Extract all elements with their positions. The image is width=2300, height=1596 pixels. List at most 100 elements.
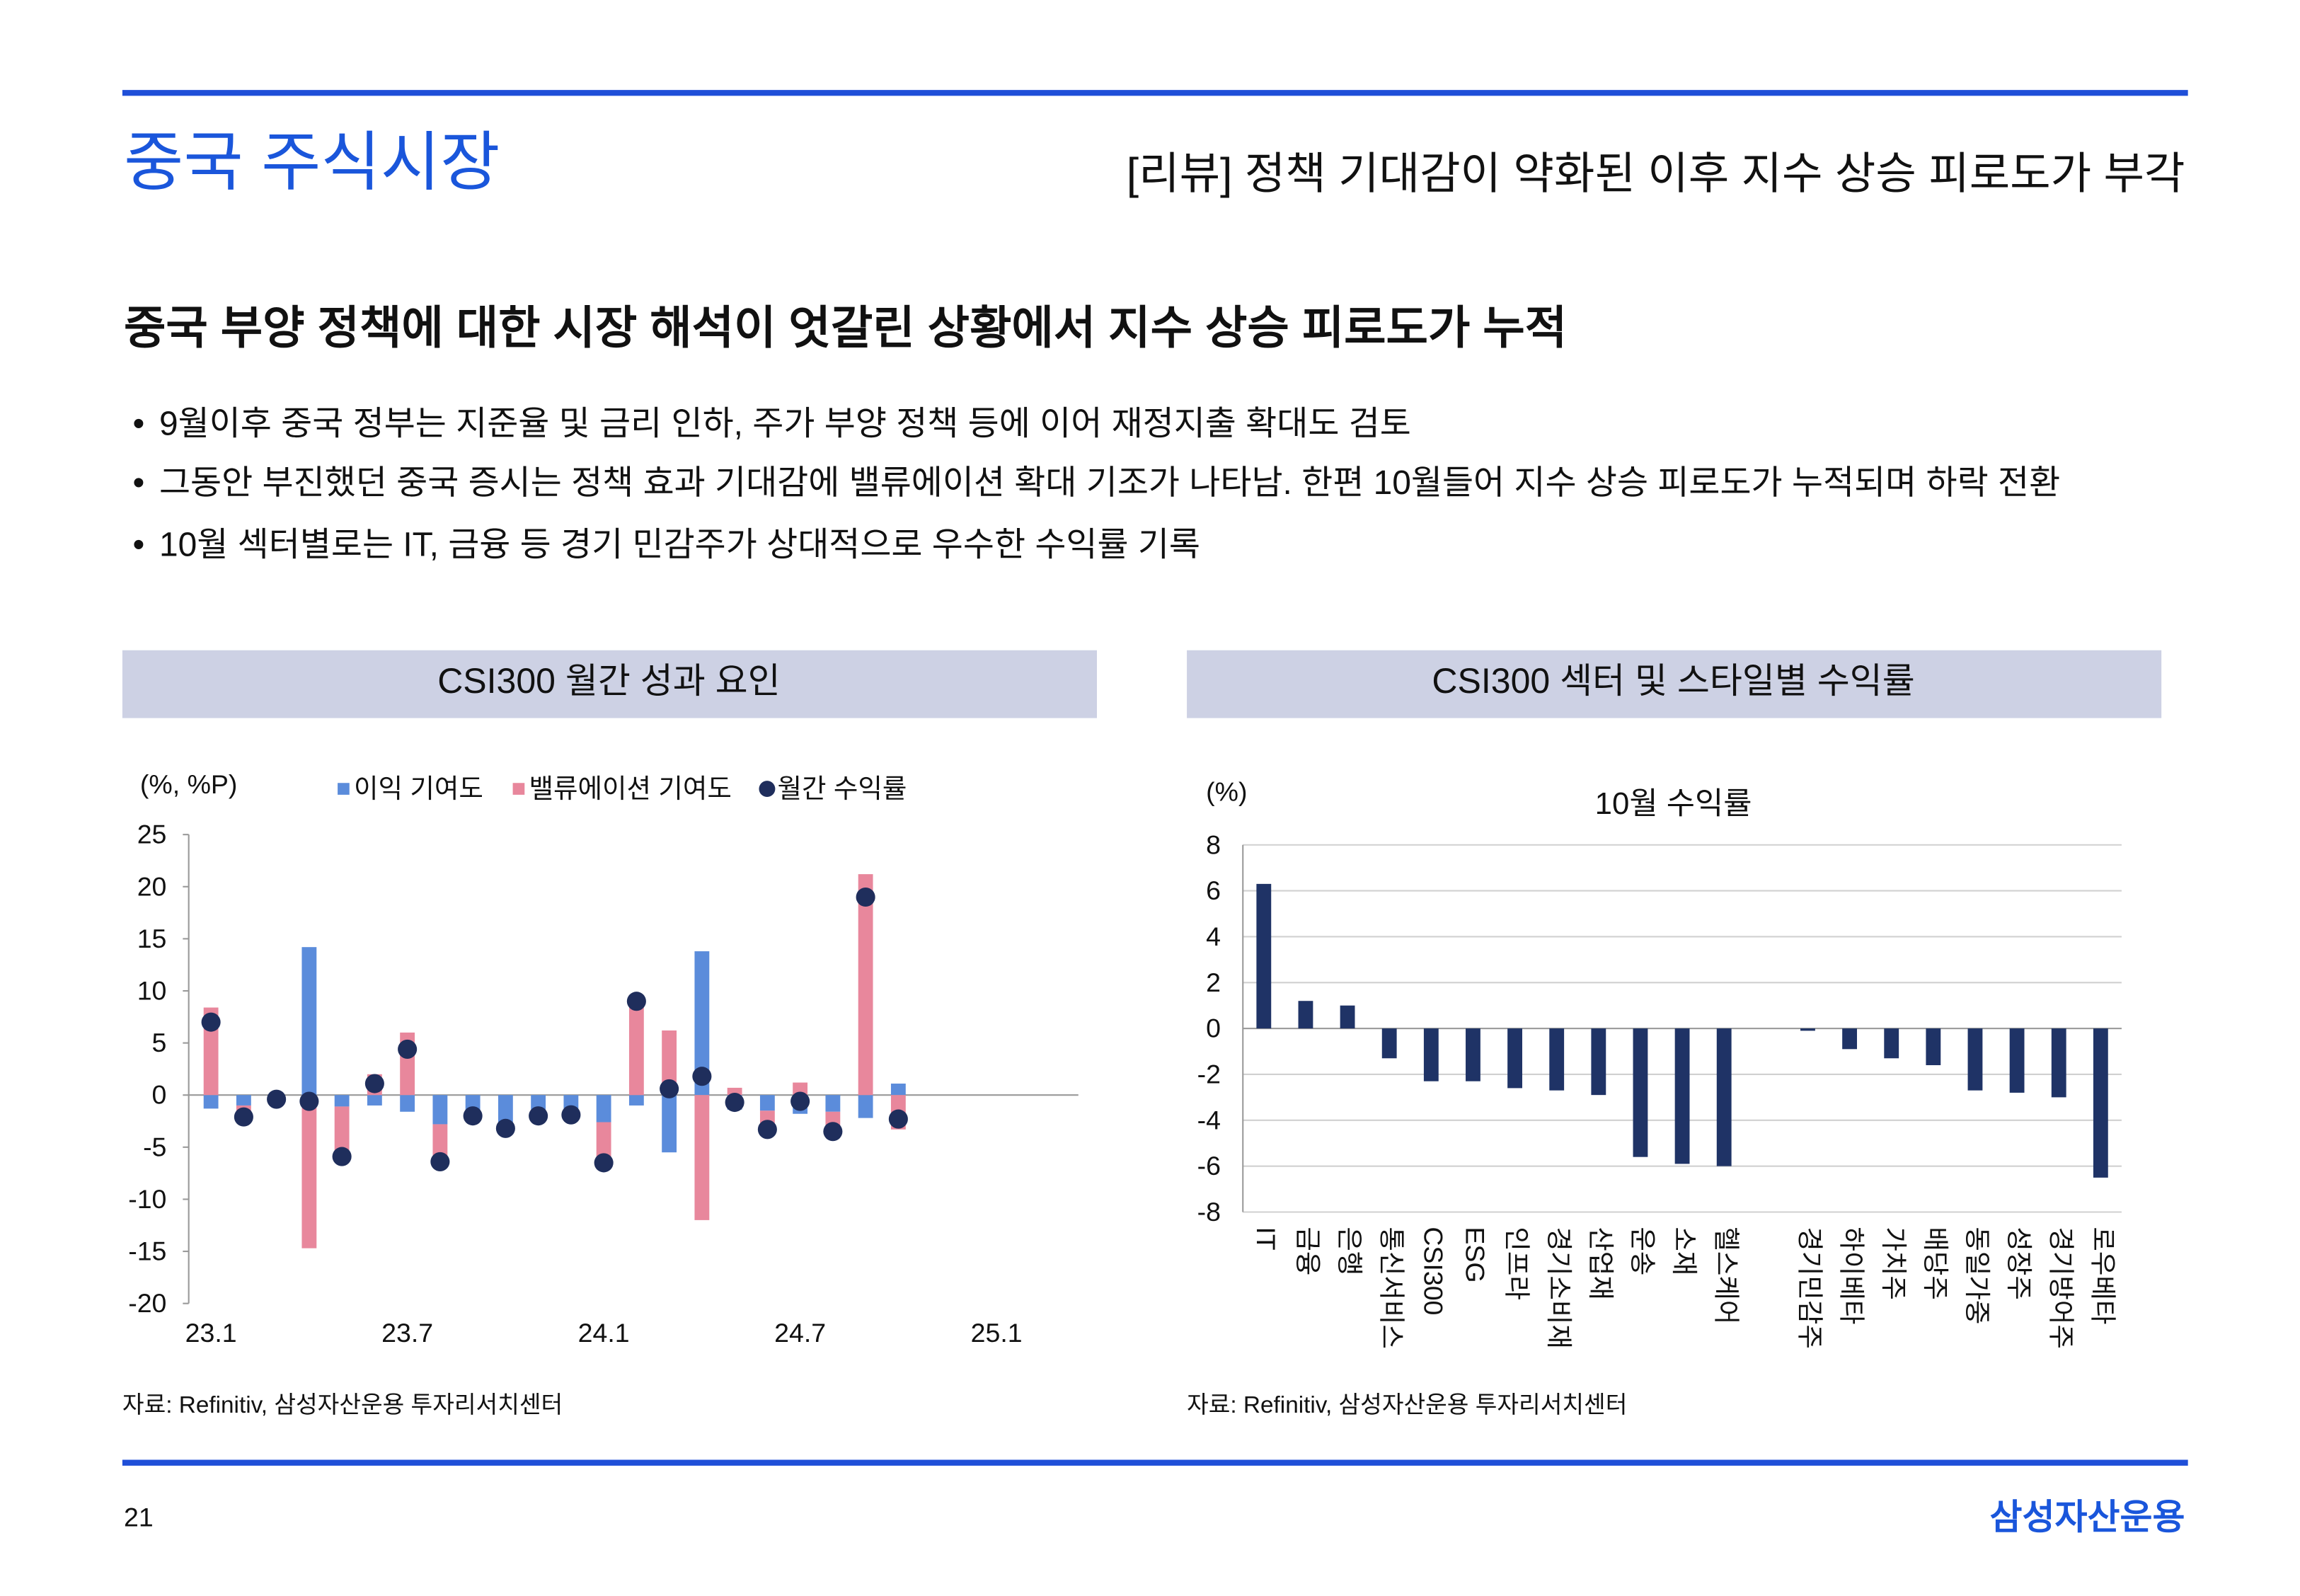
page-number: 21: [124, 1502, 154, 1532]
dot: [594, 1153, 614, 1173]
x-tick-label: 가치주: [1879, 1227, 1909, 1300]
legend-marker: [759, 781, 776, 798]
bar: [1256, 883, 1272, 1029]
bar: [400, 1095, 415, 1112]
y-tick-label: 20: [137, 871, 167, 901]
dot: [332, 1147, 352, 1166]
dot: [299, 1091, 319, 1111]
bar: [727, 1087, 742, 1096]
bar: [858, 1095, 873, 1118]
x-tick-label: 경기방어주: [2046, 1227, 2076, 1349]
dot: [823, 1122, 843, 1142]
bar: [628, 994, 644, 1096]
bar: [793, 1082, 808, 1096]
bar: [1381, 1028, 1397, 1059]
legend-label: 월간 수익률: [778, 774, 907, 803]
legend-label: 이익 기여도: [354, 774, 483, 803]
y-axis-label: (%): [1206, 776, 1247, 806]
x-tick-label: CSI300: [1418, 1227, 1448, 1315]
bar: [628, 1095, 644, 1106]
bullet-dot: •: [133, 406, 145, 443]
x-tick-label: 하이베타: [1837, 1227, 1867, 1324]
bar: [858, 874, 873, 1096]
bullet-dot: •: [133, 464, 145, 502]
bar: [596, 1095, 611, 1123]
bullet-dot: •: [133, 526, 145, 563]
brand: 삼성자산운용: [1990, 1497, 2185, 1537]
bar: [1716, 1028, 1732, 1166]
dot: [364, 1074, 384, 1093]
bar: [1800, 1028, 1815, 1031]
x-tick-label: 배당주: [1921, 1227, 1950, 1300]
dot: [757, 1120, 777, 1139]
dot: [856, 887, 875, 907]
y-tick-label: 2: [1206, 968, 1221, 997]
bar: [1423, 1028, 1439, 1081]
x-tick-label: 경기소비재: [1544, 1227, 1574, 1349]
dot: [398, 1039, 418, 1059]
x-tick-label: 금융: [1293, 1227, 1323, 1275]
page-subtitle: [리뷰] 정책 기대감이 약화된 이후 지수 상승 피로도가 부각: [1127, 149, 2185, 199]
y-tick-label: 0: [1206, 1014, 1221, 1043]
x-tick-label: 소재: [1669, 1227, 1699, 1275]
bar: [825, 1095, 841, 1112]
bar: [498, 1095, 513, 1127]
y-tick-label: 6: [1206, 875, 1221, 905]
bar: [694, 951, 710, 1096]
bar: [1884, 1028, 1899, 1059]
bar: [2051, 1028, 2066, 1098]
dot: [267, 1089, 287, 1109]
bar: [1926, 1028, 1941, 1065]
x-tick-label: 산업재: [1586, 1227, 1616, 1300]
bar: [596, 1122, 611, 1163]
dot: [463, 1106, 483, 1126]
dot: [234, 1107, 253, 1127]
y-tick-label: 8: [1206, 829, 1221, 859]
bar: [2009, 1028, 2025, 1093]
legend-marker: [512, 783, 525, 795]
bar: [1967, 1028, 1983, 1091]
x-tick-label: ESG: [1461, 1227, 1490, 1282]
legend-marker: [338, 783, 350, 795]
bullet: 그동안 부진했던 중국 증시는 정책 효과 기대감에 밸류에이션 확대 기조가 …: [159, 464, 2060, 502]
chart-title: CSI300 월간 성과 요인: [437, 661, 780, 701]
dot: [201, 1012, 221, 1032]
y-tick-label: 15: [137, 924, 167, 953]
bar: [694, 1095, 710, 1220]
x-tick-label: 23.7: [381, 1318, 433, 1348]
bar: [1298, 1001, 1313, 1029]
panel-header: [122, 650, 1098, 718]
x-tick-label: 24.1: [578, 1318, 630, 1348]
bar: [236, 1095, 251, 1106]
bar: [334, 1106, 350, 1155]
bar: [301, 947, 317, 1096]
x-tick-label: 통신서비스: [1376, 1227, 1406, 1348]
bar: [563, 1095, 579, 1109]
x-tick-label: 동일가중: [1962, 1227, 1992, 1324]
x-tick-label: 23.1: [185, 1318, 237, 1348]
bar: [334, 1095, 350, 1107]
x-tick-label: 25.1: [971, 1318, 1023, 1348]
x-tick-label: 운송: [1628, 1227, 1657, 1275]
dot: [692, 1067, 712, 1086]
bar: [759, 1095, 775, 1111]
y-tick-label: -4: [1197, 1105, 1221, 1135]
x-tick-label: 인프라: [1502, 1227, 1532, 1300]
bar: [432, 1095, 448, 1125]
y-tick-label: -15: [128, 1236, 166, 1266]
chart-subtitle: 10월 수익률: [1595, 786, 1752, 821]
source-note: 자료: Refinitiv, 삼성자산운용 투자리서치센터: [1187, 1392, 1627, 1418]
y-tick-label: -6: [1197, 1151, 1221, 1181]
y-tick-label: -5: [143, 1132, 166, 1161]
dot: [495, 1118, 515, 1138]
chart-title: CSI300 섹터 및 스타일별 수익률: [1432, 661, 1914, 701]
bar: [465, 1095, 481, 1111]
source-note: 자료: Refinitiv, 삼성자산운용 투자리서치센터: [122, 1392, 563, 1418]
dot: [529, 1106, 548, 1126]
x-tick-label: 24.7: [774, 1318, 826, 1348]
y-tick-label: 0: [152, 1080, 167, 1110]
bar: [1549, 1028, 1565, 1091]
bar: [1591, 1028, 1606, 1096]
